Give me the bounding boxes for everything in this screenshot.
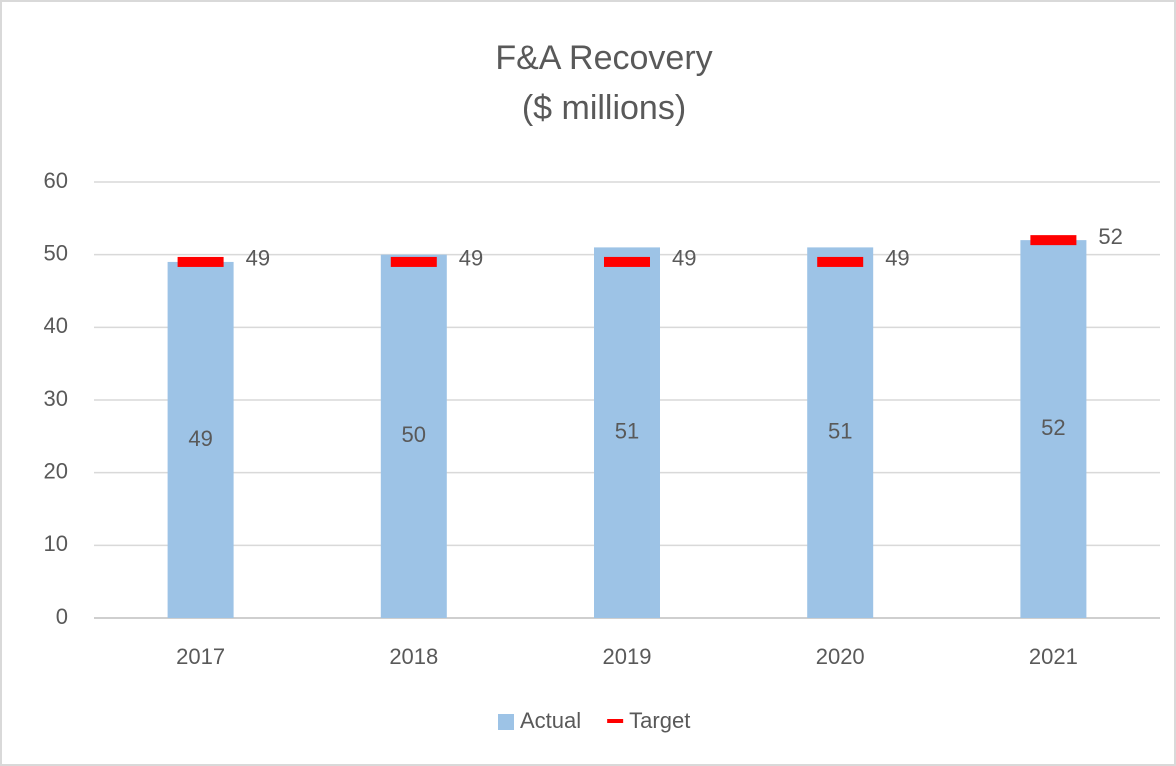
y-tick-label: 60 xyxy=(44,168,68,193)
chart-subtitle: ($ millions) xyxy=(522,89,686,127)
y-tick-label: 40 xyxy=(44,313,68,338)
x-tick-label: 2019 xyxy=(603,644,652,669)
bar xyxy=(1020,240,1087,618)
y-tick-label: 30 xyxy=(44,386,68,411)
y-tick-label: 50 xyxy=(44,240,68,265)
legend-swatch xyxy=(607,719,624,723)
bar xyxy=(807,247,874,618)
data-label: 52 xyxy=(1041,415,1065,440)
x-tick-label: 2018 xyxy=(389,644,438,669)
data-label: 51 xyxy=(615,419,639,444)
legend-label: Target xyxy=(629,708,690,733)
data-label: 49 xyxy=(459,246,483,271)
legend-swatch xyxy=(498,714,514,730)
y-tick-label: 10 xyxy=(44,531,68,556)
data-label: 49 xyxy=(246,246,270,271)
y-tick-label: 20 xyxy=(44,458,68,483)
bar xyxy=(594,247,660,618)
target-marker xyxy=(390,256,437,267)
bar xyxy=(380,254,447,618)
data-label: 49 xyxy=(188,426,212,451)
chart-title: F&A Recovery xyxy=(495,39,712,77)
y-tick-label: 0 xyxy=(56,604,68,629)
data-label: 51 xyxy=(828,419,852,444)
x-tick-label: 2020 xyxy=(816,644,865,669)
x-tick-label: 2021 xyxy=(1029,644,1078,669)
target-marker xyxy=(177,256,224,267)
target-marker xyxy=(1030,235,1077,246)
data-label: 49 xyxy=(672,246,696,271)
data-label: 50 xyxy=(402,422,426,447)
bar xyxy=(167,261,234,618)
x-tick-label: 2017 xyxy=(176,644,225,669)
data-label: 49 xyxy=(885,246,909,271)
target-marker xyxy=(604,256,650,267)
target-marker xyxy=(817,256,864,267)
legend-label: Actual xyxy=(520,708,581,733)
data-label: 52 xyxy=(1098,224,1122,249)
